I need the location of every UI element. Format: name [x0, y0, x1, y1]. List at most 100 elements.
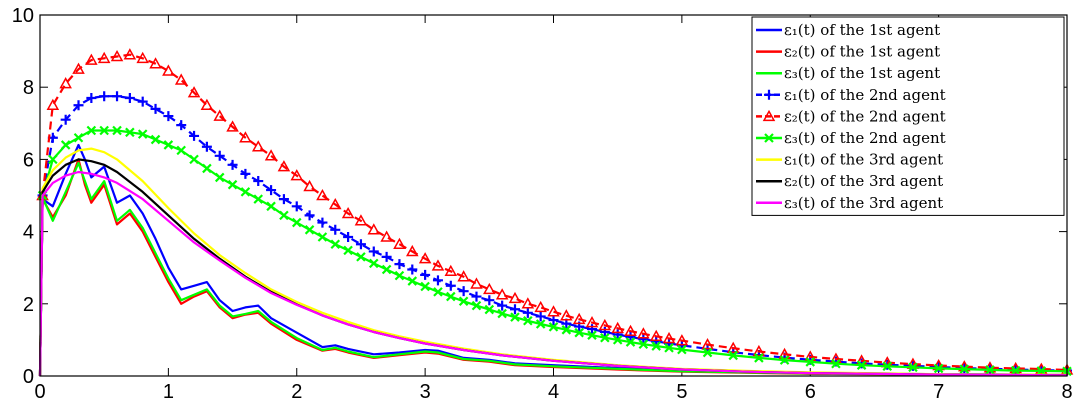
x-tick-label: 7: [933, 381, 944, 403]
data-point: [510, 312, 520, 322]
data-point: [458, 296, 469, 307]
legend-item: ε₁(t) of the 1st agent: [756, 21, 940, 39]
data-point: [214, 150, 225, 161]
data-point: [908, 362, 918, 373]
data-point: [317, 232, 328, 242]
data-point: [509, 304, 520, 315]
data-point: [381, 264, 392, 275]
legend-label: ε₁(t) of the 3rd agent: [784, 151, 943, 169]
y-tick-label: 4: [23, 222, 34, 244]
data-point: [612, 329, 623, 340]
data-point: [226, 120, 239, 132]
data-point: [484, 304, 495, 315]
data-point: [368, 246, 379, 257]
data-point: [959, 364, 970, 374]
data-point: [125, 127, 135, 138]
data-point: [380, 230, 393, 242]
data-point: [355, 239, 366, 250]
data-point: [356, 252, 366, 262]
data-point: [662, 331, 676, 344]
data-point: [495, 288, 509, 300]
data-point: [572, 312, 586, 325]
data-point: [279, 210, 289, 221]
data-point: [266, 185, 277, 196]
data-point: [547, 305, 560, 317]
x-tick-label: 6: [805, 381, 816, 403]
data-point: [856, 360, 867, 370]
data-point: [561, 325, 572, 335]
data-point: [290, 169, 304, 181]
data-point: [805, 357, 816, 367]
series-9: [38, 170, 1068, 377]
data-point: [638, 339, 649, 350]
data-point: [420, 281, 430, 292]
data-point: [343, 232, 354, 243]
data-point: [277, 160, 291, 172]
data-point: [136, 51, 149, 64]
data-point: [394, 259, 405, 270]
data-point: [73, 100, 84, 111]
data-point: [433, 287, 443, 297]
data-point: [266, 201, 276, 212]
data-point: [752, 344, 766, 357]
data-point: [574, 327, 584, 338]
data-point: [457, 270, 470, 282]
legend-label: ε₃(t) of the 1st agent: [784, 64, 940, 82]
data-point: [778, 347, 791, 360]
plot-frame: [39, 14, 1068, 377]
legend-item: ε₃(t) of the 1st agent: [756, 64, 940, 82]
data-point: [291, 201, 302, 212]
data-point: [59, 77, 72, 89]
data-point: [137, 129, 148, 139]
data-point: [46, 98, 60, 110]
legend-box: [751, 16, 1065, 216]
y-tick-label: 6: [23, 149, 34, 171]
data-point: [99, 125, 109, 136]
data-point: [625, 337, 636, 347]
data-point: [523, 315, 533, 326]
data-point: [484, 295, 495, 306]
legend: ε₁(t) of the 1st agent ε₂(t) of the 1st a…: [751, 16, 1065, 216]
data-point: [253, 194, 264, 204]
data-point: [341, 207, 355, 219]
data-point: [163, 111, 174, 122]
data-point: [264, 149, 278, 161]
y-tick-label: 2: [23, 294, 34, 316]
data-point: [446, 291, 456, 302]
data-point: [933, 363, 944, 374]
x-tick-label: 8: [1061, 381, 1072, 403]
data-point: [86, 125, 97, 136]
data-point: [535, 311, 546, 322]
y-tick-label: 10: [12, 5, 34, 27]
data-point: [112, 91, 123, 102]
data-point: [611, 321, 624, 334]
legend-label: ε₃(t) of the 3rd agent: [784, 194, 943, 212]
data-point: [304, 225, 315, 235]
data-point: [638, 334, 649, 345]
legend-label: ε₂(t) of the 1st agent: [784, 43, 940, 61]
data-point: [162, 64, 175, 76]
legend-label: ε₁(t) of the 1st agent: [784, 21, 940, 39]
data-point: [470, 277, 483, 289]
x-tick-label: 4: [548, 381, 559, 403]
data-point: [508, 291, 522, 304]
data-point: [137, 96, 148, 107]
data-point: [985, 365, 995, 375]
data-point: [728, 350, 739, 361]
data-point: [407, 264, 418, 275]
data-point: [163, 140, 174, 150]
data-point: [112, 125, 122, 136]
data-point: [60, 140, 71, 150]
data-point: [702, 347, 713, 358]
data-point: [407, 276, 418, 286]
legend-item: ε₁(t) of the 2nd agent: [756, 86, 946, 104]
data-point: [675, 334, 689, 346]
legend-label: ε₃(t) of the 2nd agent: [784, 129, 946, 147]
data-point: [393, 237, 406, 249]
data-point: [548, 315, 559, 326]
data-point: [612, 335, 623, 345]
data-point: [227, 159, 238, 170]
data-point: [418, 252, 432, 264]
data-point: [444, 264, 458, 277]
data-point: [202, 163, 212, 174]
